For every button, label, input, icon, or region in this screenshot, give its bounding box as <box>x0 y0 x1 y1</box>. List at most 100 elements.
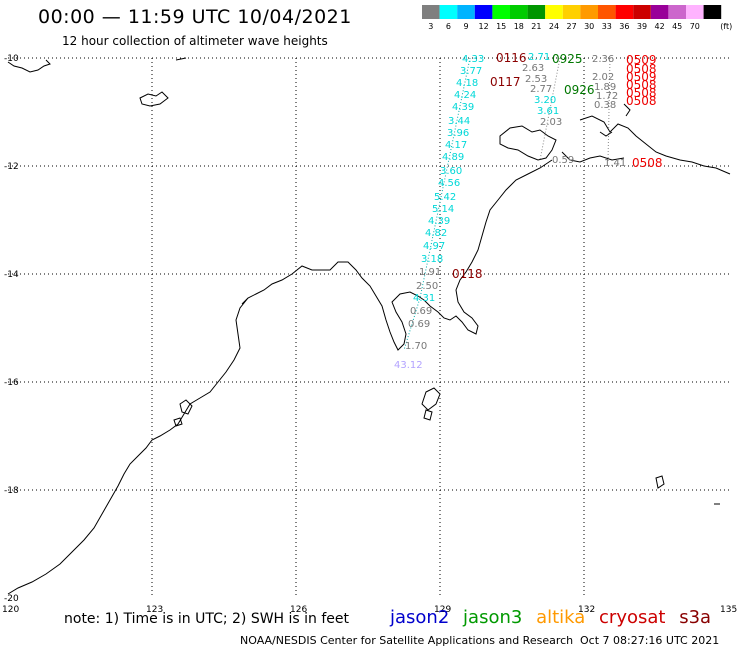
scale-value: 33 <box>602 22 612 31</box>
scale-value: 21 <box>531 22 541 31</box>
lon-label: 126 <box>290 605 307 615</box>
scale-value: 30 <box>584 22 594 31</box>
map-subtitle: 12 hour collection of altimeter wave hei… <box>62 34 328 48</box>
swh-value: 0.38 <box>594 100 616 111</box>
legend-altika: altika <box>536 607 586 628</box>
pass-time: 0508 <box>626 78 657 92</box>
swh-value: 2.63 <box>522 63 544 74</box>
legend-s3a: s3a <box>679 607 712 628</box>
swh-value: 2.77 <box>530 84 552 95</box>
scale-swatch <box>474 5 493 19</box>
swh-value: 2.50 <box>416 281 438 292</box>
scale-swatch <box>510 5 528 19</box>
swh-value: 4.39 <box>452 102 474 113</box>
swh-value: 3.61 <box>537 106 559 117</box>
scale-swatch <box>562 5 581 19</box>
lon-label: 135 <box>720 605 737 615</box>
footer-source: NOAA/NESDIS Center for Satellite Applica… <box>240 634 574 647</box>
scale-swatch <box>633 5 651 19</box>
swh-value: 3.96 <box>447 128 469 139</box>
legend-jason3: jason3 <box>463 607 523 628</box>
scale-swatch <box>615 5 634 19</box>
lon-label: 123 <box>146 605 163 615</box>
pass-time: 0926 <box>564 83 595 97</box>
legend-cryosat: cryosat <box>599 607 666 628</box>
scale-swatch <box>580 5 598 19</box>
swh-value: 5.42 <box>434 192 456 203</box>
scale-value: 42 <box>655 22 665 31</box>
lat-label: -18 <box>4 486 19 496</box>
scale-unit: (ft) <box>720 22 732 31</box>
swh-value: 1.91 <box>419 267 441 278</box>
scale-value: 15 <box>496 22 506 31</box>
pass-time: 0118 <box>452 267 483 281</box>
swh-value: 1.89 <box>594 82 616 93</box>
swh-value: 43.12 <box>394 360 423 371</box>
lat-label: -14 <box>4 270 19 280</box>
longitude-labels: 120 123 126 129 132 135 <box>2 605 737 615</box>
color-scale: 3 6 9 12 15 18 21 24 27 30 33 36 39 42 45 70 (ft) <box>422 5 732 31</box>
swh-value: 1.70 <box>405 341 427 352</box>
scale-swatch <box>650 5 669 19</box>
pass-time: 0508 <box>632 156 663 170</box>
scale-value: 39 <box>637 22 647 31</box>
swh-value: 2.03 <box>540 117 562 128</box>
scale-swatch <box>668 5 686 19</box>
pass-time: 0509 <box>626 53 657 67</box>
scale-swatch <box>439 5 458 19</box>
altimeter-tracks <box>403 57 611 351</box>
lat-label: -12 <box>4 162 19 172</box>
swh-value: 2.36 <box>592 54 614 65</box>
pass-time-labels: 0116011701180925092605090509050805080508… <box>452 51 663 281</box>
swh-labels: 4.333.774.184.244.393.443.964.174.893.60… <box>394 52 626 371</box>
scale-value: 24 <box>549 22 559 31</box>
swh-value: 4.31 <box>413 293 435 304</box>
pass-time: 0508 <box>626 94 657 108</box>
footer-timestamp: Oct 7 08:27:16 UTC 2021 <box>580 634 720 647</box>
swh-value: 4.33 <box>462 54 484 65</box>
pass-time: 0116 <box>496 51 527 65</box>
latitude-labels: -10 -12 -14 -16 -18 -20 <box>4 54 19 604</box>
lat-label: -16 <box>4 378 19 388</box>
pass-time: 0117 <box>490 75 521 89</box>
satellite-legend: jason2 jason3 altika cryosat s3a <box>390 607 719 628</box>
swh-value: 4.56 <box>438 178 460 189</box>
swh-value: 3.18 <box>421 254 443 265</box>
swh-value: 0.69 <box>408 319 430 330</box>
swh-value: 4.82 <box>425 228 447 239</box>
swh-value: 4.24 <box>454 90 476 101</box>
scale-swatch <box>686 5 704 19</box>
graticule <box>8 57 730 598</box>
scale-value: 9 <box>463 22 468 31</box>
swh-value: 3.77 <box>460 66 482 77</box>
swh-value: 0.69 <box>410 306 432 317</box>
scale-value: 36 <box>619 22 629 31</box>
coastline <box>7 57 731 595</box>
swh-value: 4.89 <box>442 152 464 163</box>
lon-label: 132 <box>578 605 595 615</box>
scale-value: 6 <box>446 22 451 31</box>
map-note: note: 1) Time is in UTC; 2) SWH is in fe… <box>64 611 350 627</box>
map-title: 00:00 — 11:59 UTC 10/04/2021 <box>38 6 352 28</box>
swh-value: 3.20 <box>534 95 556 106</box>
pass-time: 0508 <box>626 62 657 76</box>
swh-value: 4.39 <box>428 216 450 227</box>
swh-value: 4.17 <box>445 140 467 151</box>
pass-time: 0509 <box>626 70 657 84</box>
scale-swatch <box>492 5 510 19</box>
swh-value: 5.14 <box>432 204 454 215</box>
scale-swatch <box>703 5 722 19</box>
swh-value: 3.60 <box>440 166 462 177</box>
scale-value: 3 <box>428 22 433 31</box>
lon-label: 129 <box>434 605 451 615</box>
scale-value: 12 <box>479 22 489 31</box>
pass-time: 0925 <box>552 52 583 66</box>
swh-value: 3.44 <box>448 116 470 127</box>
scale-swatch <box>422 5 440 19</box>
pass-time: 0508 <box>626 86 657 100</box>
swh-value: 2.02 <box>592 72 614 83</box>
scale-swatch <box>598 5 616 19</box>
swh-value: 4.97 <box>423 241 445 252</box>
